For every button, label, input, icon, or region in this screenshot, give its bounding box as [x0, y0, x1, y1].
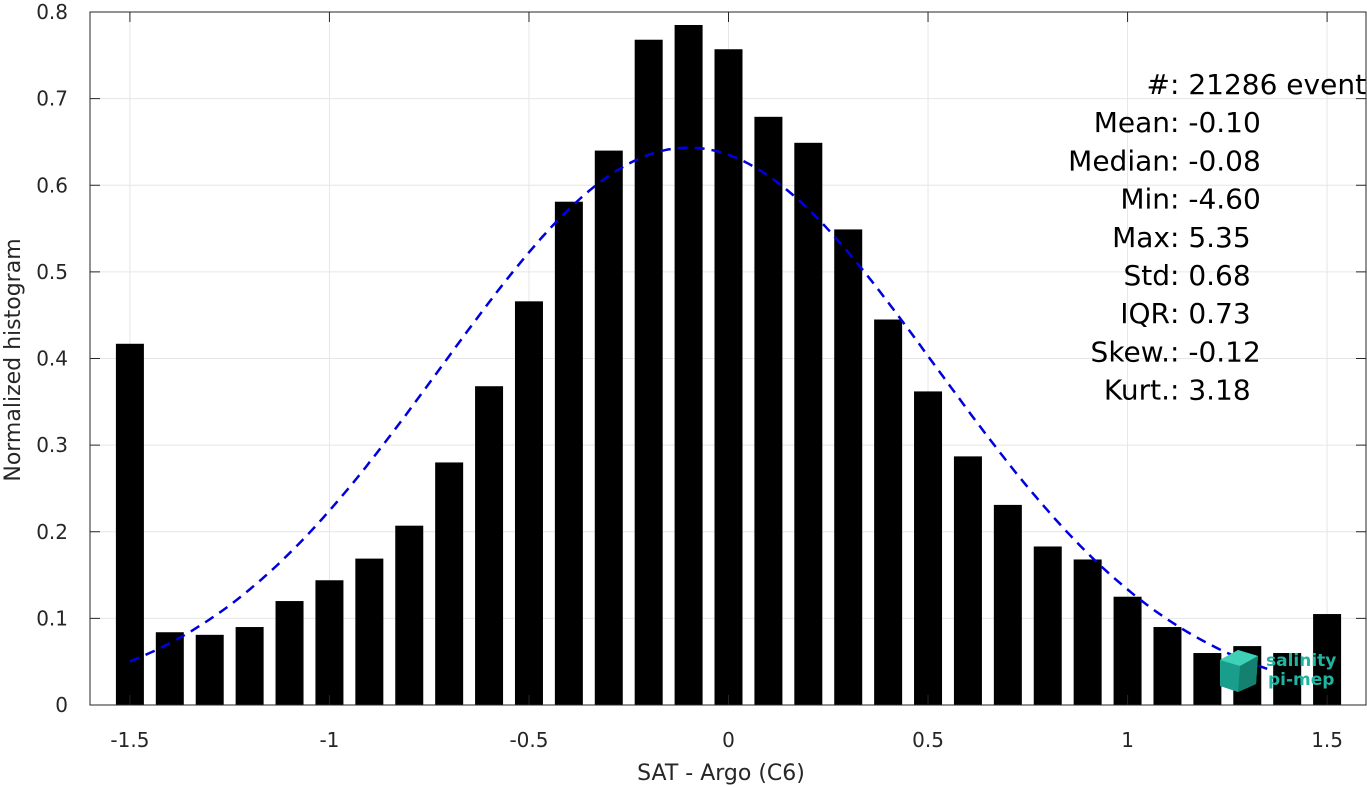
bars	[115, 24, 1342, 706]
y-tick-labels: 0 0.1 0.2 0.3 0.4 0.5 0.6 0.7 0.8	[36, 0, 68, 717]
histogram-bar-0	[115, 343, 144, 705]
x-tick-label-1: -1	[319, 728, 339, 752]
histogram-bar-19	[874, 319, 903, 705]
stat-value-1: : -0.10	[1170, 106, 1261, 139]
stat-value-5: : 0.68	[1170, 259, 1251, 292]
gaussian-fit-curve	[129, 146, 1268, 670]
histogram-bar-14	[674, 24, 703, 705]
stat-value-2: : -0.08	[1170, 144, 1261, 177]
logo-text-line2: pi-mep	[1268, 670, 1334, 690]
histogram-bar-4	[275, 601, 304, 705]
histogram-bar-7	[395, 525, 424, 705]
x-tick-label-5: 1	[1121, 728, 1134, 752]
histogram-bar-11	[554, 201, 583, 706]
histogram-bar-13	[634, 39, 663, 706]
histogram-bar-12	[594, 150, 623, 706]
histogram-bar-5	[315, 580, 344, 705]
stat-value-7: : -0.12	[1170, 335, 1261, 368]
stat-value-4: : 5.35	[1170, 221, 1251, 254]
histogram-bar-24	[1073, 559, 1102, 705]
histogram-bar-21	[953, 456, 982, 705]
y-tick-label-2: 0.2	[36, 520, 68, 544]
y-tick-label-4: 0.4	[36, 347, 68, 371]
x-tick-label-2: -0.5	[509, 728, 548, 752]
salinity-pimep-logo: salinity pi-mep	[1220, 650, 1336, 692]
ticks	[90, 11, 1366, 706]
histogram-bar-3	[235, 627, 264, 705]
histogram-bar-23	[1033, 546, 1062, 705]
x-tick-label-0: -1.5	[110, 728, 149, 752]
logo-text-line1: salinity	[1266, 651, 1336, 671]
stat-label-5: Std	[1123, 259, 1170, 292]
stat-label-1: Mean	[1094, 106, 1170, 139]
stat-value-0: : 21286 events	[1170, 68, 1367, 101]
stat-label-7: Skew.	[1091, 335, 1170, 368]
histogram-bar-17	[794, 142, 823, 705]
stat-label-6: IQR	[1120, 297, 1170, 330]
logo-cube-icon	[1220, 650, 1258, 692]
x-axis-label: SAT - Argo (C6)	[637, 761, 805, 786]
histogram-bar-20	[914, 391, 943, 705]
y-tick-label-0: 0	[55, 693, 68, 717]
histogram-bar-2	[195, 634, 224, 705]
y-tick-label-3: 0.3	[36, 433, 68, 457]
y-tick-label-5: 0.5	[36, 260, 68, 284]
x-tick-label-3: 0	[722, 728, 735, 752]
stat-value-6: : 0.73	[1170, 297, 1251, 330]
y-axis-label: Normalized histogram	[1, 238, 26, 481]
histogram-bar-8	[435, 462, 464, 705]
histogram-bar-6	[355, 558, 384, 705]
histogram-bar-16	[754, 116, 783, 705]
y-tick-label-6: 0.6	[36, 173, 68, 197]
stat-label-8: Kurt.	[1104, 374, 1170, 407]
histogram-bar-9	[475, 386, 504, 705]
x-tick-labels: -1.5 -1 -0.5 0 0.5 1 1.5	[110, 728, 1343, 752]
stat-label-3: Min	[1120, 183, 1170, 216]
histogram-bar-10	[514, 301, 543, 705]
histogram-bar-27	[1193, 653, 1222, 705]
stat-value-8: : 3.18	[1170, 374, 1251, 407]
stat-label-2: Median	[1068, 144, 1170, 177]
histogram-bar-22	[993, 504, 1022, 705]
x-tick-label-6: 1.5	[1311, 728, 1343, 752]
stat-label-0: #	[1147, 68, 1170, 101]
histogram-bar-15	[714, 49, 743, 705]
histogram-bar-29	[1273, 653, 1302, 705]
histogram-bar-26	[1153, 627, 1182, 705]
stat-label-4: Max	[1112, 221, 1170, 254]
x-tick-label-4: 0.5	[912, 728, 944, 752]
y-tick-label-8: 0.8	[36, 0, 68, 24]
stat-value-3: : -4.60	[1170, 183, 1261, 216]
histogram-bar-18	[834, 229, 863, 705]
histogram-bar-30	[1313, 614, 1342, 705]
y-tick-label-7: 0.7	[36, 87, 68, 111]
y-tick-label-1: 0.1	[36, 606, 68, 630]
histogram-bar-25	[1113, 596, 1142, 705]
